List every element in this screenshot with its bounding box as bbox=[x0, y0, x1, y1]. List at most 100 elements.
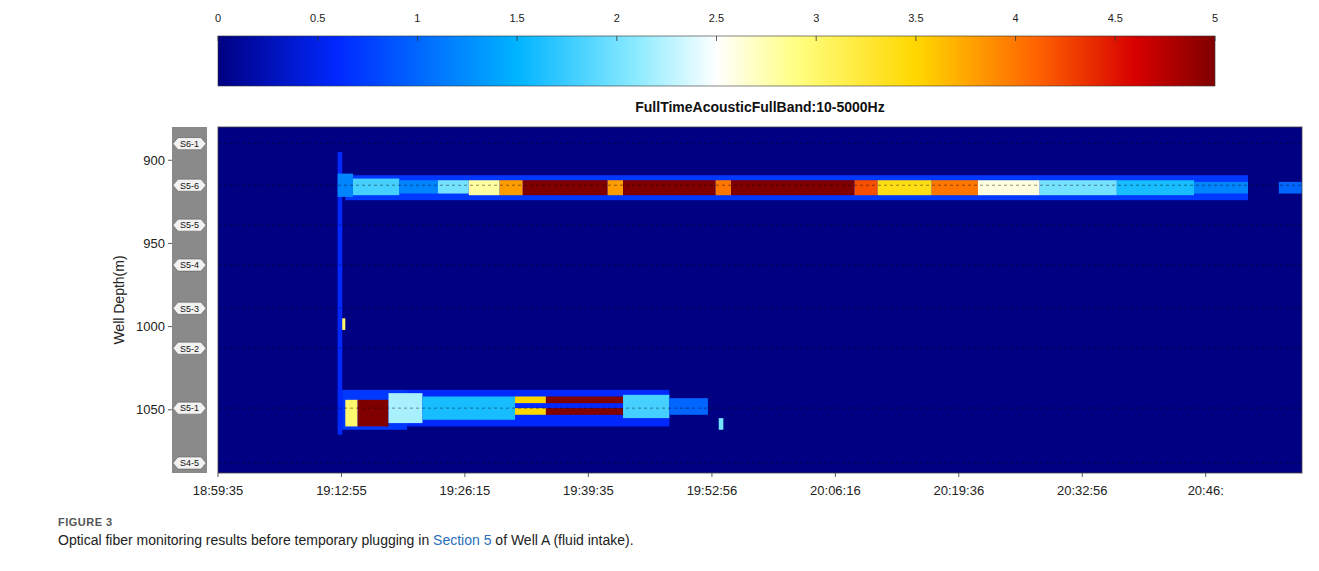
caption-label: FIGURE 3 bbox=[58, 516, 1288, 528]
colorbar-tick-label: 1 bbox=[414, 12, 420, 24]
colorbar-tick-label: 5 bbox=[1212, 12, 1218, 24]
heatmap-cell bbox=[1117, 180, 1194, 195]
x-tick bbox=[1082, 473, 1083, 477]
colorbar-tick-label: 2 bbox=[614, 12, 620, 24]
heatmap-cell bbox=[1279, 182, 1302, 194]
stage-line bbox=[218, 463, 1302, 464]
y-tick bbox=[168, 160, 172, 161]
heatmap-cell bbox=[345, 175, 1248, 200]
heatmap-cell bbox=[1194, 182, 1248, 194]
colorbar-tick-label: 2.5 bbox=[709, 12, 724, 24]
caption-part: Section 5 bbox=[433, 532, 491, 548]
x-tick-label: 19:52:56 bbox=[687, 483, 738, 498]
caption-part: of Well A (fluid intake). bbox=[491, 532, 633, 548]
x-tick bbox=[835, 473, 836, 477]
stage-line bbox=[218, 265, 1302, 266]
y-tick-label: 1000 bbox=[136, 319, 165, 334]
plot-frame bbox=[218, 127, 1302, 473]
stage-line bbox=[218, 185, 1302, 186]
stage-label: S6-1 bbox=[180, 139, 199, 149]
x-tick bbox=[711, 473, 712, 477]
stage-marker bbox=[173, 179, 206, 191]
x-tick bbox=[464, 473, 465, 477]
colorbar-tick bbox=[716, 36, 717, 41]
heatmap-cell bbox=[731, 180, 854, 195]
heatmap-cell bbox=[716, 180, 731, 195]
caption-text: Optical fiber monitoring results before … bbox=[58, 532, 1288, 548]
heatmap-cell bbox=[345, 400, 357, 427]
colorbar-tick-label: 4.5 bbox=[1108, 12, 1123, 24]
heatmap-cell bbox=[623, 395, 669, 418]
heatmap-cell bbox=[523, 180, 608, 195]
colorbar-tick bbox=[1015, 36, 1016, 41]
stage-label: S5-4 bbox=[180, 260, 199, 270]
x-tick-label: 19:39:35 bbox=[563, 483, 614, 498]
heatmap-cell bbox=[438, 180, 469, 193]
heatmap-cell bbox=[608, 180, 623, 195]
heatmap-cell bbox=[623, 180, 716, 195]
x-tick-label: 19:26:15 bbox=[440, 483, 491, 498]
stage-marker bbox=[173, 302, 206, 314]
colorbar-tick-label: 3.5 bbox=[908, 12, 923, 24]
x-tick bbox=[1205, 473, 1206, 477]
x-tick-label: 20:32:56 bbox=[1057, 483, 1108, 498]
colorbar-tick bbox=[915, 36, 916, 41]
y-tick bbox=[168, 326, 172, 327]
x-tick bbox=[218, 473, 219, 477]
heatmap-cell bbox=[353, 179, 399, 196]
x-tick-label: 18:59:35 bbox=[193, 483, 244, 498]
stage-label: S5-3 bbox=[180, 304, 199, 314]
stage-marker bbox=[173, 402, 206, 414]
heatmap-cell bbox=[515, 408, 546, 415]
title: FullTimeAcousticFullBand:10-5000Hz bbox=[635, 99, 884, 115]
stage-line bbox=[218, 348, 1302, 349]
colorbar-tick-label: 0 bbox=[215, 12, 221, 24]
y-tick-label: 900 bbox=[143, 153, 165, 168]
colorbar-tick bbox=[218, 36, 219, 41]
x-tick-label: 19:12:55 bbox=[316, 483, 367, 498]
heatmap-cell bbox=[878, 180, 932, 195]
heatmap-cell bbox=[399, 180, 438, 193]
heatmap-cell bbox=[342, 318, 345, 330]
y-tick bbox=[168, 409, 172, 410]
y-tick-label: 1050 bbox=[136, 402, 165, 417]
heatmap-cell bbox=[932, 180, 978, 195]
colorbar-tick bbox=[317, 36, 318, 41]
colorbar-tick bbox=[417, 36, 418, 41]
heatmap-cell bbox=[855, 180, 878, 195]
x-tick-label: 20:46: bbox=[1188, 483, 1224, 498]
heatmap-cell bbox=[978, 180, 1040, 195]
heatmap-cell bbox=[719, 418, 724, 430]
x-tick bbox=[958, 473, 959, 477]
y-axis-title: Well Depth(m) bbox=[111, 255, 127, 344]
heatmap-cell bbox=[358, 400, 389, 427]
stage-strip bbox=[172, 127, 207, 473]
colorbar-tick bbox=[1115, 36, 1116, 41]
stage-label: S5-2 bbox=[180, 344, 199, 354]
heatmap-cells bbox=[338, 152, 1302, 435]
colorbar-tick bbox=[517, 36, 518, 41]
heatmap-cell bbox=[1040, 180, 1117, 195]
stage-marker bbox=[173, 457, 206, 469]
colorbar-tick-label: 4 bbox=[1013, 12, 1019, 24]
stage-marker bbox=[173, 259, 206, 271]
x-tick bbox=[588, 473, 589, 477]
stage-line bbox=[218, 143, 1302, 144]
stage-marker bbox=[173, 219, 206, 231]
caption: FIGURE 3 Optical fiber monitoring result… bbox=[58, 516, 1288, 548]
stage-line bbox=[218, 408, 1302, 409]
stage-marker bbox=[173, 342, 206, 354]
colorbar-tick-label: 0.5 bbox=[310, 12, 325, 24]
plot-background bbox=[218, 127, 1302, 473]
heatmap-cell bbox=[546, 408, 623, 415]
stage-line bbox=[218, 225, 1302, 226]
colorbar-tick-label: 3 bbox=[813, 12, 819, 24]
colorbar-tick bbox=[1215, 36, 1216, 41]
x-tick bbox=[341, 473, 342, 477]
y-tick bbox=[168, 243, 172, 244]
caption-part: Optical fiber monitoring results before … bbox=[58, 532, 433, 548]
stage-label: S4-5 bbox=[180, 458, 199, 468]
stage-line bbox=[218, 308, 1302, 309]
colorbar bbox=[218, 36, 1215, 86]
heatmap-cell bbox=[515, 396, 546, 403]
